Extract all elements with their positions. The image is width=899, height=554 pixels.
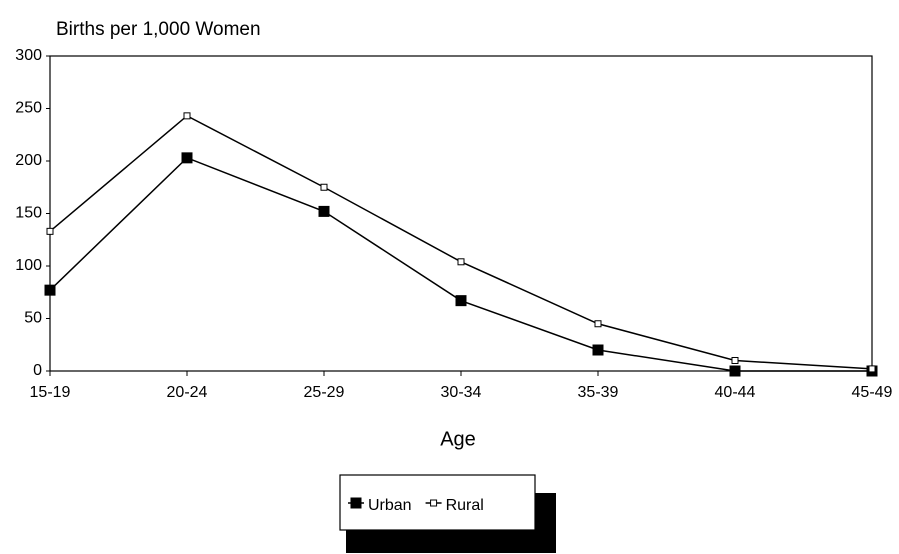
y-tick-label: 150: [15, 205, 42, 222]
point: [46, 227, 54, 235]
x-axis-label: Age: [440, 428, 476, 450]
y-tick-label: 300: [15, 47, 42, 64]
point: [181, 152, 193, 164]
x-tick-label: 20-24: [167, 384, 208, 401]
x-tick-label: 35-39: [578, 384, 619, 401]
point: [868, 365, 876, 373]
point: [731, 357, 739, 364]
legend-label: Urban: [368, 497, 412, 514]
chart-title: Births per 1,000 Women: [56, 19, 261, 40]
x-tick-label: 30-34: [441, 384, 482, 401]
x-tick-label: 25-29: [304, 384, 345, 401]
y-tick-label: 0: [33, 362, 42, 379]
series-line: [49, 114, 873, 370]
point: [457, 258, 465, 266]
point: [320, 183, 328, 191]
point: [594, 320, 602, 328]
point: [183, 112, 191, 120]
x-tick-label: 15-19: [30, 384, 71, 401]
plot-frame: [49, 55, 873, 372]
y-tick-label: 50: [24, 310, 42, 327]
point: [44, 284, 56, 296]
y-tick-label: 100: [15, 257, 42, 274]
y-tick-label: 250: [15, 100, 42, 117]
legend-marker: [430, 499, 438, 507]
x-tick-label: 40-44: [715, 384, 756, 401]
x-tick-label: 45-49: [852, 384, 893, 401]
legend-label: Rural: [446, 497, 484, 514]
point: [729, 365, 741, 377]
point: [592, 344, 604, 356]
legend-marker: [350, 497, 362, 509]
point: [455, 295, 467, 307]
point: [318, 205, 330, 217]
y-tick-label: 200: [15, 152, 42, 169]
